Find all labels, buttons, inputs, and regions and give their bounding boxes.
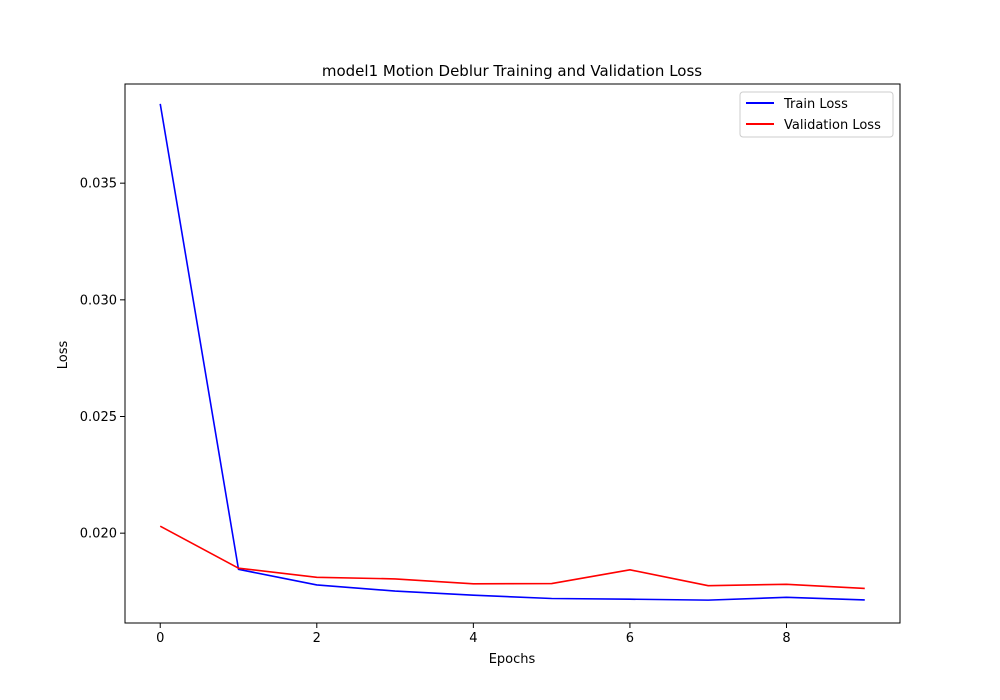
series-line-train-loss [159,103,865,601]
y-tick-label: 0.035 [80,177,117,192]
x-tick-label: 6 [626,631,634,646]
y-tick-label: 0.020 [80,527,117,542]
x-axis-label: Epochs [489,652,536,667]
x-axis-ticks: 0 2 4 6 8 [156,623,791,646]
x-tick-label: 4 [469,631,477,646]
legend-label-validation-loss: Validation Loss [784,118,881,133]
series-line-validation-loss [159,525,865,590]
legend-box [739,91,894,138]
y-axis-ticks: 0.020 0.025 0.030 0.035 [80,177,125,542]
y-tick-label: 0.025 [80,410,117,425]
x-tick-label: 2 [313,631,321,646]
y-axis-label: Loss [56,341,71,370]
chart-title: model1 Motion Deblur Training and Valida… [322,62,702,80]
legend-label-train-loss: Train Loss [783,97,848,112]
x-tick-label: 0 [156,631,164,646]
plot-frame [124,83,901,624]
x-tick-label: 8 [782,631,790,646]
series-lines [159,103,865,601]
y-tick-label: 0.030 [80,293,117,308]
legend: Train Loss Validation Loss [739,91,894,138]
